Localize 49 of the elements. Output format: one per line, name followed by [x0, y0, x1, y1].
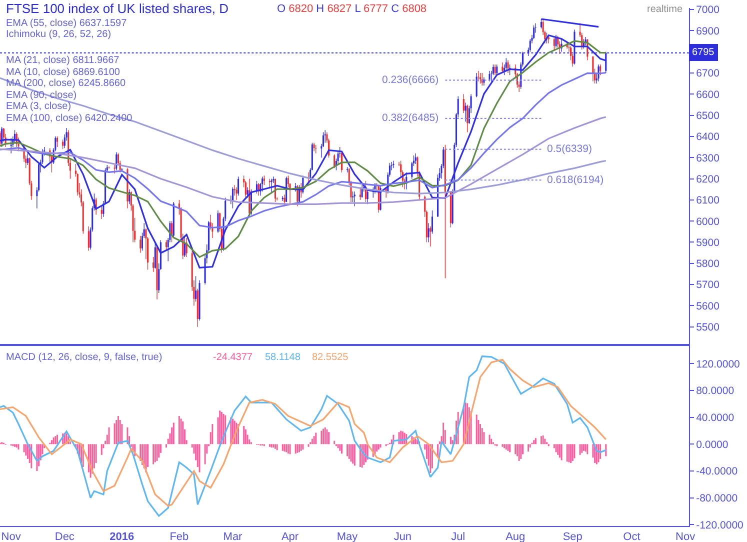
y-tick-label: 6600 — [696, 88, 720, 101]
y-tick-label: -80.0000 — [696, 492, 738, 504]
y-tick-label: 6300 — [696, 152, 720, 164]
annotation: EMA (55, close) 6637.1597 — [6, 18, 128, 29]
x-tick-label: Nov — [676, 531, 696, 542]
annotation: 0.382(6485) — [382, 112, 439, 124]
y-tick-label: 6000 — [696, 216, 720, 228]
x-tick-label: 2016 — [110, 531, 134, 542]
y-tick-label: 40.0000 — [696, 412, 734, 424]
y-tick-label: 7000 — [696, 4, 720, 16]
y-tick-label: 6500 — [696, 110, 720, 122]
y-tick-label: 5800 — [696, 258, 720, 270]
annotation: EMA (3, close) — [6, 101, 72, 112]
x-tick-label: Jul — [451, 531, 466, 542]
annotation: -24.4377 — [213, 352, 253, 363]
x-tick-label: Oct — [623, 531, 640, 542]
chart-title: FTSE 100 index of UK listed shares, D — [6, 1, 229, 16]
x-tick-label: Mar — [223, 531, 243, 542]
annotation: 0.236(6666) — [382, 74, 439, 86]
y-tick-label: 120.0000 — [696, 358, 740, 370]
y-tick-label: 5700 — [696, 279, 720, 292]
annotation: realtime — [647, 4, 684, 15]
y-tick-label: 5500 — [696, 322, 720, 334]
x-tick-label: Jun — [394, 531, 412, 542]
annotation: 82.5525 — [312, 352, 349, 363]
y-tick-label: 6400 — [696, 131, 720, 144]
annotation: EMA (90, close) — [6, 90, 77, 101]
x-tick-label: Feb — [170, 531, 189, 542]
y-tick-label: 5600 — [696, 300, 720, 312]
annotation: 0.618(6194) — [547, 174, 604, 186]
y-tick-label: 6100 — [696, 194, 720, 207]
y-tick-label: 6900 — [696, 25, 720, 38]
y-tick-label: 6200 — [696, 173, 720, 186]
y-tick-label: -120.0000 — [696, 519, 744, 532]
x-tick-label: Nov — [1, 531, 22, 542]
x-tick-label: Dec — [54, 531, 75, 542]
y-tick-label: 6700 — [696, 68, 720, 80]
y-tick-label: 80.0000 — [696, 385, 734, 398]
annotation: 0.5(6339) — [547, 143, 592, 155]
annotation: O 6820 H 6827 L 6777 C 6808 — [277, 3, 427, 15]
ref-line-label: 6795 — [692, 47, 715, 58]
text: MACD (12, 26, close, 9, false, true) — [6, 352, 162, 363]
y-tick-label: -40.0000 — [696, 466, 738, 478]
annotation: Ichimoku (9, 26, 52, 26) — [6, 29, 112, 40]
annotation: MA (21, close) 6811.9667 — [6, 55, 120, 66]
y-tick-label: 5900 — [696, 236, 720, 249]
y-tick-label: 0.0000 — [696, 438, 728, 451]
annotation: 58.1148 — [265, 352, 301, 363]
annotation: MA (10, close) 6869.6100 — [6, 67, 120, 78]
